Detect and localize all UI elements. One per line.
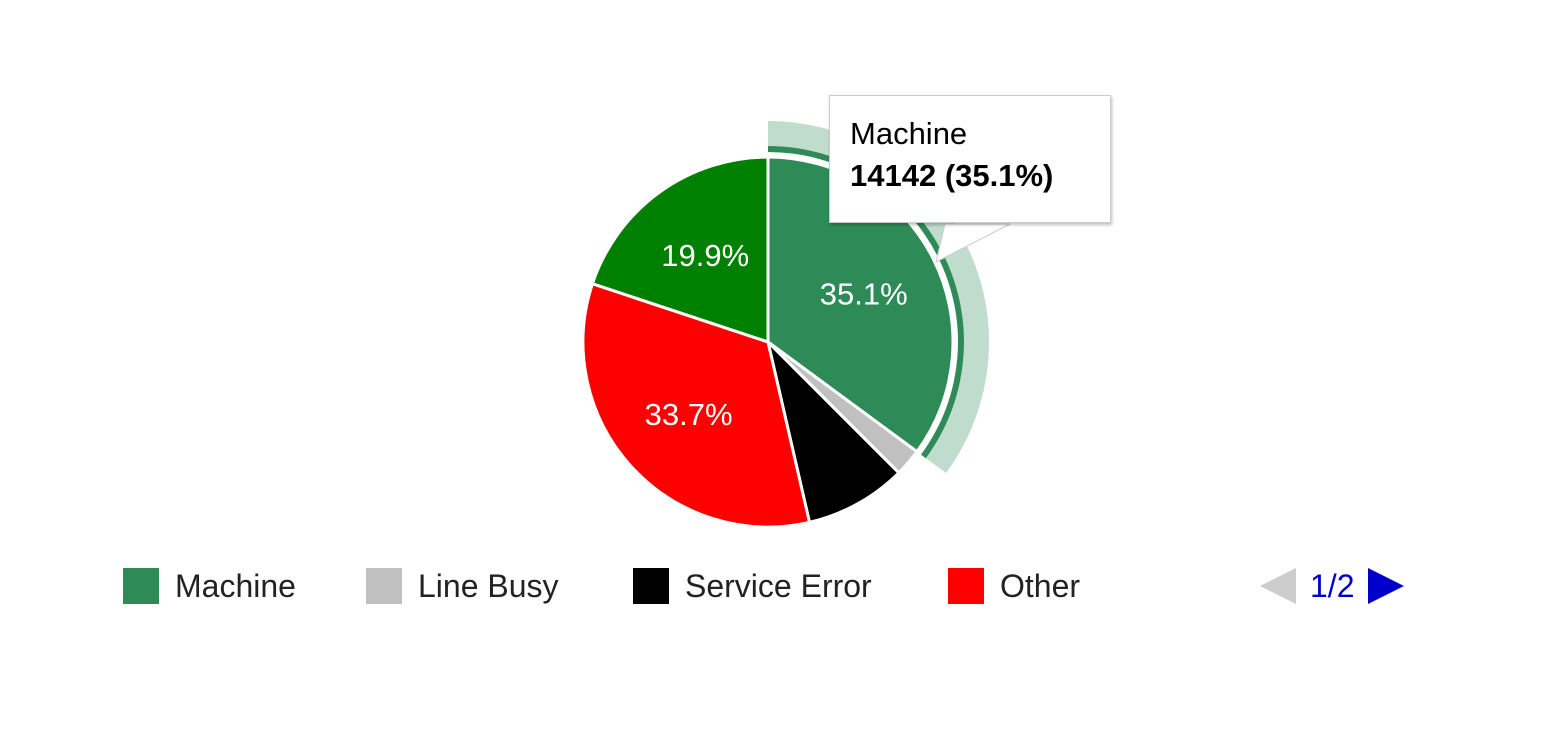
prev-page-arrow-icon[interactable] [1260, 568, 1296, 604]
pie-slice-legend-page-2-item[interactable] [590, 155, 770, 345]
next-page-arrow-icon[interactable] [1368, 568, 1405, 604]
legend-item-service-error[interactable]: Service Error [633, 568, 872, 604]
pie-slice-service-error[interactable] [765, 337, 901, 525]
tooltip-pointer [935, 223, 1011, 263]
pie-slices [581, 155, 955, 529]
legend-label: Service Error [685, 567, 872, 604]
tooltip: Machine 14142 (35.1%) [829, 95, 1111, 223]
legend-item-machine[interactable]: Machine [123, 568, 296, 604]
legend-page-indicator: 1/2 [1310, 567, 1355, 604]
legend-swatch [123, 568, 159, 604]
slice-percent-label: 35.1% [820, 277, 908, 312]
legend-item-other[interactable]: Other [948, 568, 1080, 604]
legend-pager: 1/2 [1260, 567, 1405, 604]
slice-percent-label: 19.9% [661, 238, 749, 273]
slice-percent-label: 33.7% [645, 397, 733, 432]
tooltip-value: 14142 (35.1%) [850, 158, 1054, 193]
legend-swatch [633, 568, 669, 604]
pie-slice-machine[interactable] [766, 155, 955, 454]
pie-slice-other[interactable] [581, 281, 812, 529]
legend-label: Machine [175, 567, 296, 604]
legend-swatch [366, 568, 402, 604]
legend-label: Other [1000, 567, 1081, 604]
slice-labels: 35.1% 33.7% 19.9% [645, 238, 908, 432]
tooltip-series-name: Machine [850, 116, 968, 151]
legend-label: Line Busy [418, 567, 559, 604]
legend-item-line-busy[interactable]: Line Busy [366, 568, 559, 604]
legend-swatch [948, 568, 984, 604]
